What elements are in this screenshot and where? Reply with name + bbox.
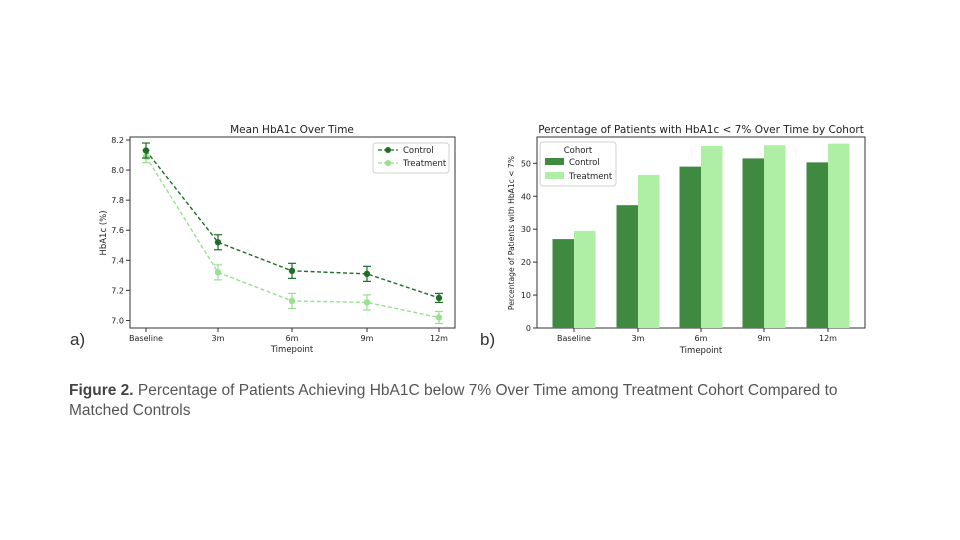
chart-a-xtick-label: Baseline	[129, 334, 163, 343]
chart-a-ylabel: HbA1c (%)	[99, 210, 109, 255]
chart-a-legend-treatment: Treatment	[402, 159, 447, 169]
chart-a-point-treatment	[288, 297, 296, 305]
figure-caption: Figure 2. Percentage of Patients Achievi…	[69, 381, 899, 421]
chart-b-legend-treatment: Treatment	[568, 172, 613, 182]
chart-b-ytick-label: 10	[521, 291, 531, 300]
chart-a-ytick-label: 7.6	[111, 226, 124, 235]
chart-b-ytick-label: 20	[521, 258, 531, 267]
chart-a-point-control	[214, 239, 222, 246]
chart-b-xtick-label: 6m	[695, 334, 708, 343]
panel-b-label: b)	[480, 330, 496, 349]
chart-a-xtick-label: 3m	[212, 334, 225, 343]
chart-b-legend: Cohort Control Treatment	[539, 141, 617, 187]
chart-a-xlabel: Timepoint	[270, 345, 314, 355]
chart-a-ytick-label: 8.2	[111, 136, 124, 145]
chart-a-xtick-label: 9m	[361, 334, 374, 343]
chart-b-ytick-label: 40	[521, 192, 531, 201]
chart-a-point-control	[142, 147, 150, 154]
chart-b-xlabel: Timepoint	[679, 346, 723, 356]
chart-b-ytick-label: 50	[521, 159, 531, 168]
chart-a-xtick-label: 6m	[286, 334, 299, 343]
chart-b-y-ticks: 0 10 20 30 40 50	[521, 159, 537, 333]
chart-a-point-control	[288, 267, 296, 275]
chart-b: Percentage of Patients with HbA1c < 7% O…	[507, 124, 866, 356]
chart-b-x-ticks: Baseline 3m 6m 9m 12m	[557, 328, 837, 343]
legend-control-swatch	[545, 158, 564, 165]
chart-b-xtick-label: 9m	[758, 334, 771, 343]
chart-b-xtick-label: Baseline	[557, 334, 591, 343]
chart-a-title: Mean HbA1c Over Time	[230, 124, 354, 136]
chart-a-legend: Control Treatment	[372, 142, 450, 174]
chart-b-bar-treatment	[638, 174, 660, 328]
chart-a-x-ticks: Baseline 3m 6m 9m 12m	[129, 328, 448, 343]
chart-a: Mean HbA1c Over Time 7.0 7.2 7.4 7.6 7.8 8.0 8…	[99, 124, 456, 355]
chart-b-bar-control	[552, 239, 574, 328]
chart-a-point-control	[435, 294, 443, 302]
chart-b-legend-title: Cohort	[564, 146, 593, 156]
chart-a-point-treatment	[435, 314, 443, 321]
chart-a-point-treatment	[363, 299, 371, 306]
chart-b-ytick-label: 30	[521, 225, 531, 234]
chart-b-bar-treatment	[828, 143, 850, 328]
chart-a-series	[142, 142, 443, 325]
chart-a-ytick-label: 7.2	[111, 286, 124, 295]
chart-b-title: Percentage of Patients with HbA1c < 7% O…	[538, 124, 864, 136]
panel-a-label: a)	[70, 330, 86, 349]
chart-a-ytick-label: 7.4	[111, 256, 124, 265]
chart-b-bar-control	[616, 205, 638, 328]
chart-b-bar-treatment	[701, 145, 723, 328]
chart-a-ytick-label: 7.8	[111, 196, 124, 205]
chart-a-xtick-label: 12m	[430, 334, 448, 343]
chart-b-bar-control	[806, 162, 828, 328]
chart-b-ylabel: Percentage of Patients with HbA1c < 7%	[507, 156, 516, 310]
chart-b-bar-treatment	[574, 230, 596, 328]
chart-b-ytick-label: 0	[526, 324, 531, 333]
chart-b-bar-control	[679, 166, 701, 328]
chart-b-legend-control: Control	[569, 158, 600, 168]
chart-b-xtick-label: 3m	[632, 334, 645, 343]
caption-text: Percentage of Patients Achieving HbA1C b…	[69, 382, 838, 419]
legend-control-marker	[385, 147, 391, 153]
chart-a-point-control	[363, 270, 371, 278]
chart-a-ytick-label: 7.0	[111, 316, 124, 325]
chart-b-bar-treatment	[764, 145, 786, 328]
chart-a-y-ticks: 7.0 7.2 7.4 7.6 7.8 8.0 8.2	[111, 136, 130, 325]
chart-a-legend-control: Control	[403, 146, 434, 156]
chart-b-xtick-label: 12m	[819, 334, 837, 343]
legend-treatment-marker	[385, 160, 391, 166]
caption-label: Figure 2.	[69, 382, 134, 399]
chart-b-bar-control	[742, 158, 764, 328]
legend-treatment-swatch	[545, 172, 564, 179]
chart-a-point-treatment	[214, 269, 222, 276]
chart-b-bars	[552, 143, 850, 328]
chart-a-ytick-label: 8.0	[111, 166, 124, 175]
